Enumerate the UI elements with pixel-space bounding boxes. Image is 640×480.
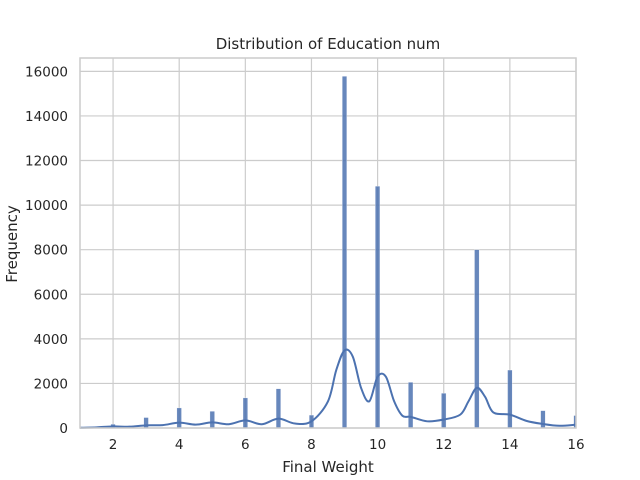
- histogram-bar: [375, 186, 381, 429]
- histogram-bar: [143, 417, 149, 429]
- y-tick-label: 12000: [25, 154, 68, 170]
- x-tick-label: 10: [369, 437, 386, 453]
- grid: [80, 58, 577, 429]
- y-tick-label: 2000: [34, 376, 68, 392]
- x-axis-label: Final Weight: [282, 458, 374, 476]
- y-tick-label: 14000: [25, 109, 68, 125]
- x-tick-label: 6: [241, 437, 250, 453]
- kde-curve-layer: [79, 348, 577, 429]
- plot-frame: [79, 57, 577, 429]
- histogram-bar: [507, 369, 513, 429]
- y-axis-label: Frequency: [3, 205, 21, 283]
- y-tick-label: 10000: [25, 198, 68, 214]
- histogram-bar: [242, 397, 248, 429]
- histogram-bar: [275, 388, 281, 429]
- histogram-bar: [540, 410, 546, 429]
- x-tick-label: 16: [567, 437, 584, 453]
- y-tick-label: 0: [59, 421, 68, 437]
- histogram-bar: [342, 76, 347, 429]
- x-tick-label: 14: [501, 437, 518, 453]
- x-tick-label: 12: [435, 437, 452, 453]
- x-tick-label: 2: [109, 437, 118, 453]
- y-tick-label: 16000: [25, 64, 68, 80]
- histogram-bar: [408, 382, 414, 429]
- y-tick-label: 8000: [34, 243, 68, 259]
- histogram-bar: [176, 407, 182, 429]
- kde-curve: [79, 348, 577, 429]
- histogram-bar: [474, 249, 480, 429]
- histogram-bars: [79, 76, 577, 429]
- y-tick-label: 6000: [34, 287, 68, 303]
- x-tick-label: 4: [175, 437, 184, 453]
- histogram-bar: [441, 393, 447, 429]
- axes-frame: [79, 57, 577, 429]
- tick-labels: 2 4 6 8 10 12 14 16 0 2000 4000 6000 8000 10000 12000 1…: [25, 64, 585, 453]
- histogram-bar: [209, 411, 215, 429]
- chart-title: Distribution of Education num: [216, 35, 441, 53]
- y-tick-label: 4000: [34, 332, 68, 348]
- x-tick-label: 8: [307, 437, 316, 453]
